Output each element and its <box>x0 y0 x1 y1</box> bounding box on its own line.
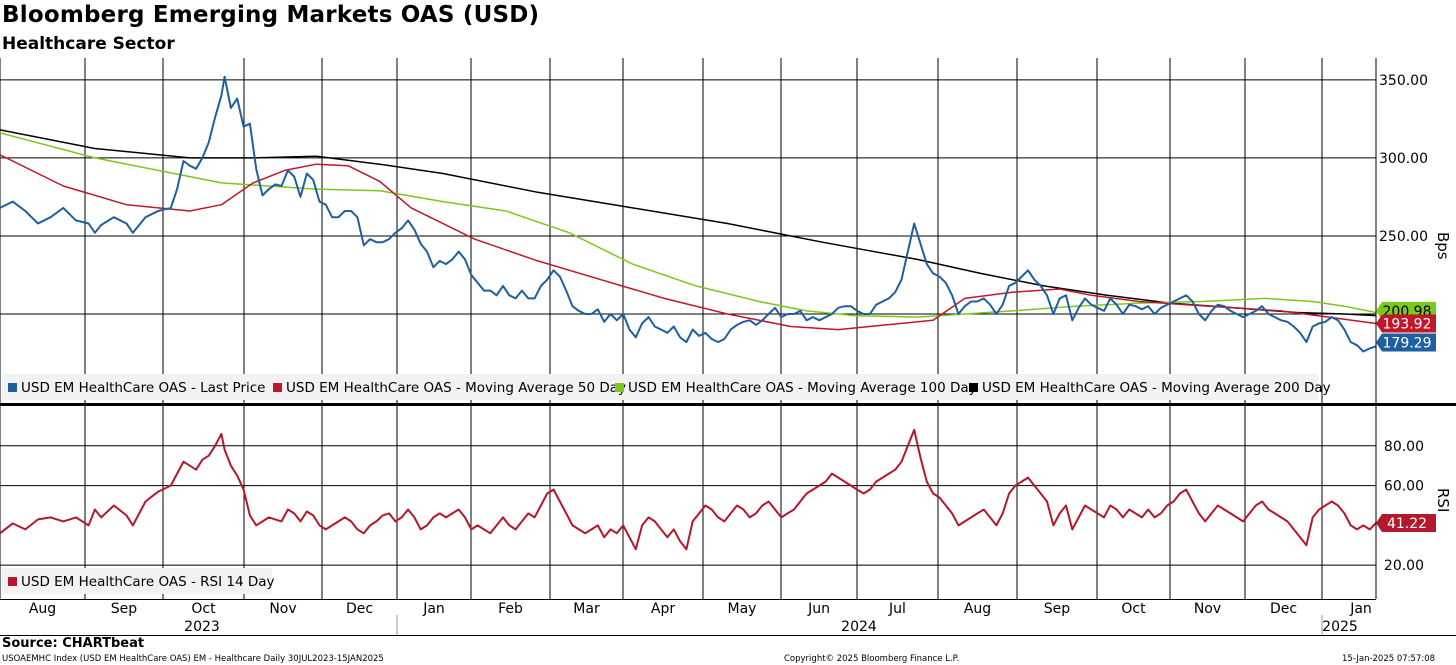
legend-entry: USD EM HealthCare OAS - Last Price <box>21 380 265 396</box>
rsi-legend-box <box>2 568 272 594</box>
rsi-tick-label: 60.00 <box>1384 479 1424 495</box>
month-label: Oct <box>1121 601 1146 617</box>
price-legend: USD EM HealthCare OAS - Last Price USD EM… <box>2 374 1331 400</box>
chart-subtitle: Healthcare Sector <box>2 34 175 54</box>
legend-swatch <box>273 383 282 392</box>
x-tick-labels: Aug Sep Oct Nov Dec Jan Feb Mar Apr May Jun Jul Aug S… <box>29 601 1372 635</box>
price-tick-label: 250.00 <box>1379 229 1428 245</box>
month-label: Sep <box>111 601 138 617</box>
timestamp-note: 15-Jan-2025 07:57:08 <box>1342 654 1436 664</box>
month-label: Jun <box>807 601 830 617</box>
legend-swatch <box>8 577 17 586</box>
last-value-text: 179.29 <box>1383 335 1432 351</box>
year-label: 2024 <box>841 619 877 635</box>
rsi-legend: USD EM HealthCare OAS - RSI 14 Day <box>2 568 274 594</box>
legend-entry: USD EM HealthCare OAS - Moving Average 1… <box>628 380 977 396</box>
legend-entry: USD EM HealthCare OAS - Moving Average 5… <box>286 380 626 396</box>
year-label: 2025 <box>1322 619 1358 635</box>
month-label: Aug <box>964 601 991 617</box>
series-line <box>0 428 1377 551</box>
month-label: Apr <box>651 601 675 617</box>
rsi-tick-label: 80.00 <box>1384 439 1424 455</box>
copyright-note: Copyright© 2025 Bloomberg Finance L.P. <box>784 654 960 664</box>
legend-swatch <box>615 383 624 392</box>
price-panel-series <box>0 75 1377 353</box>
month-label: Jan <box>422 601 445 617</box>
rsi-tick-label: 20.00 <box>1384 558 1424 574</box>
month-label: Feb <box>498 601 523 617</box>
last-value-tag <box>1376 513 1436 532</box>
month-label: May <box>728 601 757 617</box>
year-label: 2023 <box>184 619 220 635</box>
month-label: Dec <box>346 601 373 617</box>
month-label: Jan <box>1349 601 1372 617</box>
month-label: Dec <box>1270 601 1297 617</box>
legend-entry: USD EM HealthCare OAS - Moving Average 2… <box>982 380 1331 396</box>
panel-frames <box>0 58 1456 636</box>
month-label: Nov <box>269 601 296 617</box>
series-line <box>0 75 1377 353</box>
month-label: Oct <box>191 601 216 617</box>
rsi-panel-gridlines <box>0 445 1376 566</box>
series-line <box>0 154 1377 331</box>
rsi-panel-series <box>0 428 1377 551</box>
last-value-tag <box>1376 333 1436 352</box>
rsi-axis-title: RSI <box>1434 488 1452 512</box>
source-note: Source: CHARTbeat <box>2 636 145 651</box>
month-label: Aug <box>29 601 56 617</box>
legend-swatch <box>8 383 17 392</box>
series-line <box>0 132 1377 318</box>
last-value-text: 193.92 <box>1383 317 1432 333</box>
price-tick-label: 300.00 <box>1379 151 1428 167</box>
last-value-text: 41.22 <box>1387 516 1427 532</box>
price-tick-label: 350.00 <box>1379 73 1428 89</box>
month-label: Mar <box>573 601 600 617</box>
last-value-tag <box>1376 314 1436 333</box>
month-label: Sep <box>1044 601 1071 617</box>
legend-swatch <box>969 383 978 392</box>
price-axis-title: Bps <box>1434 232 1452 260</box>
legend-entry: USD EM HealthCare OAS - RSI 14 Day <box>21 574 274 590</box>
price-legend-box <box>2 374 1318 400</box>
chart-title: Bloomberg Emerging Markets OAS (USD) <box>2 2 540 28</box>
month-label: Nov <box>1194 601 1221 617</box>
month-label: Jul <box>888 601 906 617</box>
ticker-note: USOAEMHC Index (USD EM HealthCare OAS) E… <box>2 654 384 664</box>
